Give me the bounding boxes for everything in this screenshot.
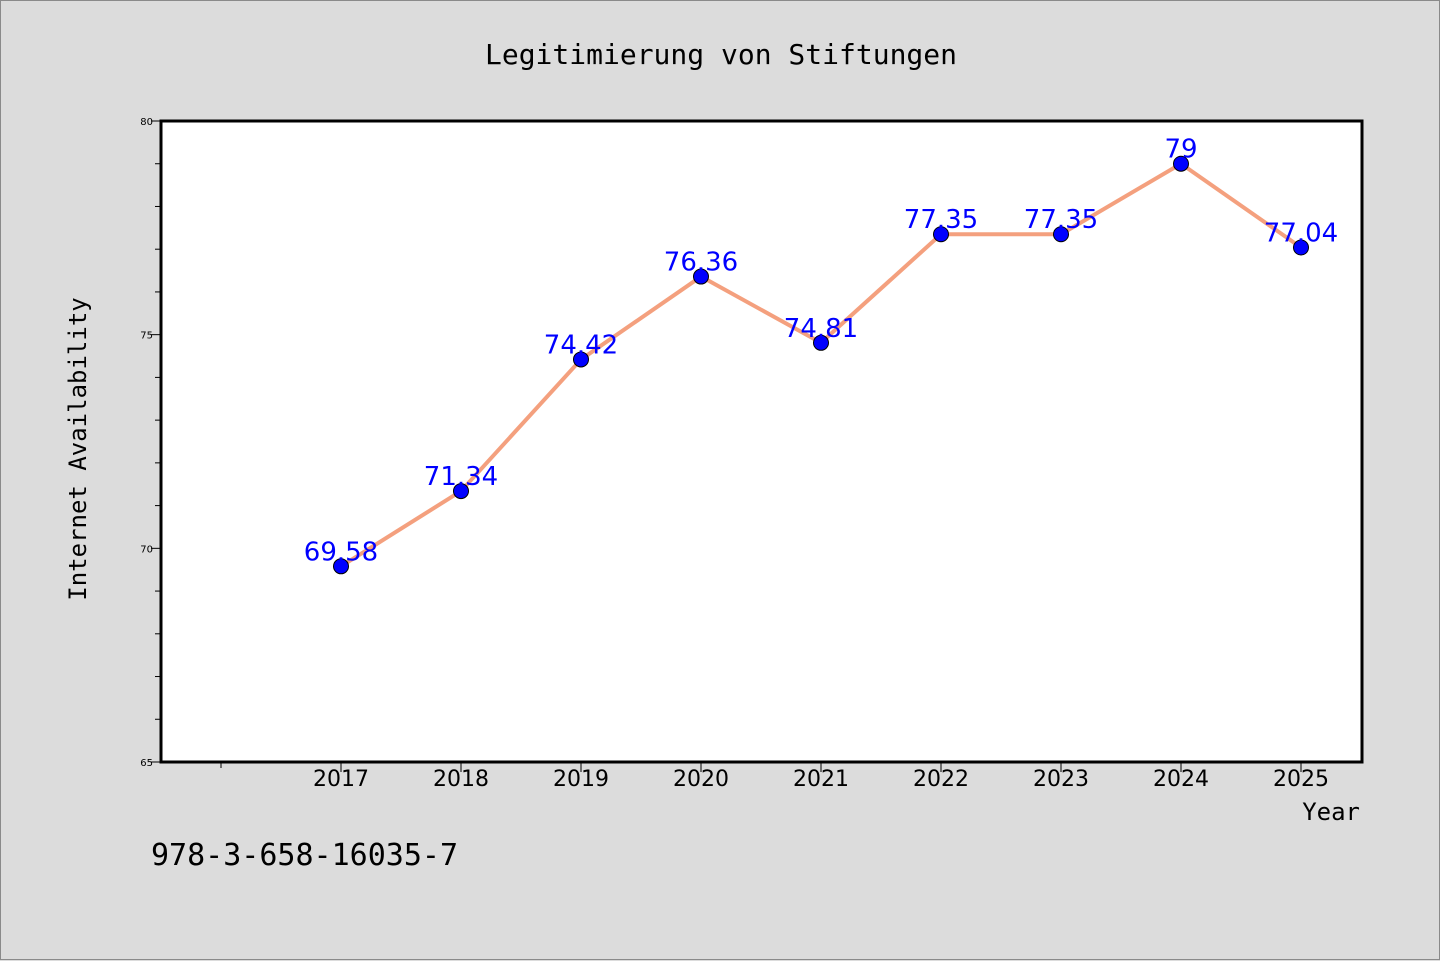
plot-area (159, 119, 1364, 764)
data-point (453, 483, 469, 500)
footer-code: 978-3-658-16035-7 (151, 838, 458, 873)
data-label: 77.35 (904, 205, 978, 235)
data-label: 71.34 (424, 462, 498, 492)
x-axis: 2017 2018 2019 2020 2021 2022 2023 2024 2025 (220, 762, 1329, 792)
x-tick-label: 2021 (793, 767, 849, 792)
chart-title: Legitimierung von Stiftungen (485, 38, 957, 71)
data-point (813, 334, 829, 351)
y-tick-label: 80 (140, 117, 153, 128)
x-tick-label: 2017 (313, 767, 369, 792)
data-label: 74.42 (544, 330, 618, 360)
data-label: 76.36 (664, 248, 738, 278)
data-label: 69.58 (304, 537, 378, 567)
data-label: 77.04 (1264, 218, 1338, 248)
x-tick-label: 2020 (673, 767, 729, 792)
data-point (573, 351, 589, 368)
y-tick-label: 65 (140, 758, 153, 769)
x-axis-label: Year (1302, 798, 1360, 826)
x-tick-label: 2025 (1273, 767, 1329, 792)
x-tick-label: 2024 (1153, 767, 1209, 792)
data-label: 79 (1164, 135, 1197, 165)
x-tick-label: 2023 (1033, 767, 1089, 792)
y-tick-label: 70 (140, 544, 153, 555)
data-markers (333, 155, 1309, 575)
y-axis: 65 70 75 80 (140, 117, 161, 769)
data-point (1053, 226, 1069, 243)
x-tick-label: 2022 (913, 767, 969, 792)
data-point (1173, 155, 1189, 172)
data-point (1293, 239, 1309, 256)
data-label: 77.35 (1024, 205, 1098, 235)
data-point (933, 226, 949, 243)
x-tick-label: 2019 (553, 767, 609, 792)
data-point (333, 558, 349, 575)
data-label: 74.81 (784, 314, 858, 344)
data-point (693, 268, 709, 285)
data-labels: 69.58 71.34 74.42 76.36 74.81 77.35 77.35 79 77.… (304, 135, 1338, 568)
x-tick-label: 2018 (433, 767, 489, 792)
y-axis-label: Internet Availability (64, 297, 92, 600)
y-tick-label: 75 (140, 331, 153, 342)
